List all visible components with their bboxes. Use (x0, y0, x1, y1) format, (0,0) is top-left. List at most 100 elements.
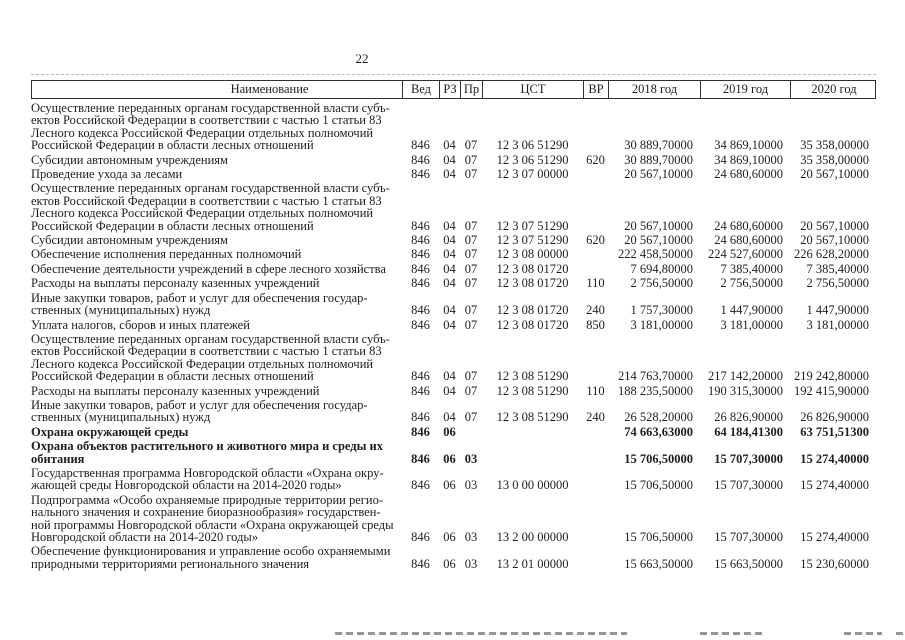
column-header-cst: ЦСТ (483, 81, 584, 98)
cell-rz: 06 (443, 478, 456, 493)
cell-vr: 240 (586, 303, 605, 318)
cell-y2018: 3 181,00000 (630, 317, 694, 332)
cell-name: Охрана объектов растительного и животног… (31, 439, 383, 466)
cell-ved: 846 (411, 478, 430, 493)
cell-y2020: 15 274,40000 (800, 478, 869, 493)
cell-ved: 846 (411, 410, 430, 425)
table-row: Субсидии автономным учреждениям 846 04 07 12… (31, 233, 876, 248)
table-row: Обеспечение функционирования и управлени… (31, 545, 876, 570)
cell-cst: 12 3 08 51290 (496, 410, 569, 425)
cell-vr (583, 139, 608, 151)
cell-y2019: 7 385,40000 (720, 261, 784, 276)
cell-vr (583, 426, 608, 438)
cell-vr (583, 479, 608, 491)
cell-y2018: 15 663,50000 (624, 556, 693, 571)
cell-y2018: 15 706,50000 (624, 478, 693, 493)
clipped-next-row-fragment (700, 632, 762, 635)
cell-vr (583, 220, 608, 232)
cell-y2019: 24 680,60000 (714, 233, 783, 248)
table-row: Уплата налогов, сборов и иных платежей 84… (31, 317, 876, 332)
column-header-ved: Вед (403, 81, 440, 98)
column-header-vr: ВР (584, 81, 609, 98)
cell-vr (583, 558, 608, 570)
cell-ved: 846 (411, 303, 430, 318)
cell-y2019: 217 142,20000 (708, 369, 783, 384)
cell-ved: 846 (411, 261, 430, 276)
cell-name: Уплата налогов, сборов и иных платежей (31, 317, 250, 332)
cell-y2020: 2 756,50000 (806, 276, 870, 291)
cell-y2018: 7 694,80000 (630, 261, 694, 276)
cell-y2020: 219 242,80000 (794, 369, 869, 384)
cell-y2018: 74 663,63000 (624, 424, 693, 439)
scan-artifact-line (31, 74, 876, 75)
clipped-next-row-fragment (335, 632, 627, 635)
column-header-rz: РЗ (440, 81, 461, 98)
cell-y2018: 20 567,10000 (624, 233, 693, 248)
table-row: Государственная программа Новгородской о… (31, 467, 876, 492)
cell-rz: 04 (443, 369, 456, 384)
column-header-y2018: 2018 год (609, 81, 701, 98)
cell-name: Иные закупки товаров, работ и услуг для … (31, 290, 368, 318)
cell-rz: 06 (443, 424, 456, 439)
cell-vr: 850 (586, 317, 605, 332)
cell-pr: 07 (464, 261, 478, 276)
cell-pr: 07 (464, 317, 478, 332)
cell-cst (482, 453, 583, 465)
cell-y2019: 15 707,30000 (714, 451, 783, 466)
cell-pr: 07 (464, 218, 478, 233)
cell-cst: 12 3 06 51290 (496, 152, 569, 167)
cell-rz: 04 (443, 261, 456, 276)
table-row: Проведение ухода за лесами 846 04 07 12 3 07… (31, 167, 876, 182)
cell-y2018: 20 567,10000 (624, 218, 693, 233)
table-row: Обеспечение исполнения переданных полном… (31, 247, 876, 262)
cell-ved: 846 (411, 317, 430, 332)
cell-vr (583, 248, 608, 260)
cell-vr (583, 531, 608, 543)
cell-cst: 13 2 00 00000 (496, 530, 569, 544)
table-header-row: Наименование Вед РЗ Пр ЦСТ ВР 2018 год 2019 год… (31, 80, 876, 99)
cell-y2020: 35 358,00000 (800, 152, 869, 167)
page-number: 22 (355, 51, 369, 66)
table-row: Охрана окружающей среды 846 06 74 663,63000… (31, 424, 876, 439)
cell-name: Обеспечение функционирования и управлени… (31, 544, 391, 571)
cell-cst: 12 3 08 00000 (496, 247, 569, 262)
cell-y2018: 222 458,50000 (618, 247, 693, 262)
cell-y2018: 20 567,10000 (624, 167, 693, 182)
cell-cst: 13 0 00 00000 (496, 478, 569, 493)
cell-pr: 07 (464, 276, 478, 291)
cell-cst: 12 3 08 01720 (496, 303, 569, 318)
cell-cst: 13 2 01 00000 (496, 556, 569, 571)
cell-ved: 846 (411, 218, 430, 233)
cell-cst: 12 3 08 01720 (496, 261, 569, 276)
cell-name: Субсидии автономным учреждениям (31, 233, 228, 248)
column-header-y2019: 2019 год (701, 81, 791, 98)
table-row: Субсидии автономным учреждениям 846 04 07 12… (31, 152, 876, 167)
cell-y2019: 34 869,10000 (714, 152, 783, 167)
table-row: Расходы на выплаты персоналу казенных уч… (31, 276, 876, 291)
cell-vr (583, 453, 608, 465)
cell-rz: 06 (443, 530, 456, 544)
cell-vr (583, 168, 608, 180)
cell-y2019: 15 707,30000 (714, 478, 783, 493)
cell-ved: 846 (411, 383, 430, 398)
cell-ved: 846 (411, 247, 430, 262)
cell-name: Государственная программа Новгородской о… (31, 465, 384, 493)
cell-name: Обеспечение исполнения переданных полном… (31, 247, 302, 262)
cell-y2019: 26 826,90000 (714, 410, 783, 425)
cell-vr: 110 (586, 383, 605, 398)
cell-y2020: 1 447,90000 (806, 303, 870, 318)
cell-rz: 04 (443, 383, 456, 398)
cell-vr (583, 263, 608, 275)
clipped-next-row-fragment (896, 632, 904, 635)
cell-rz: 04 (443, 218, 456, 233)
cell-y2019: 1 447,90000 (720, 303, 784, 318)
cell-y2019: 64 184,41300 (714, 424, 783, 439)
cell-y2019: 3 181,00000 (720, 317, 784, 332)
cell-cst (482, 426, 583, 438)
cell-y2020: 7 385,40000 (806, 261, 870, 276)
cell-y2019: 34 869,10000 (714, 138, 783, 153)
table-row: Иные закупки товаров, работ и услуг для … (31, 290, 876, 318)
cell-name: Расходы на выплаты персоналу казенных уч… (31, 383, 320, 398)
cell-name: Иные закупки товаров, работ и услуг для … (31, 397, 368, 425)
